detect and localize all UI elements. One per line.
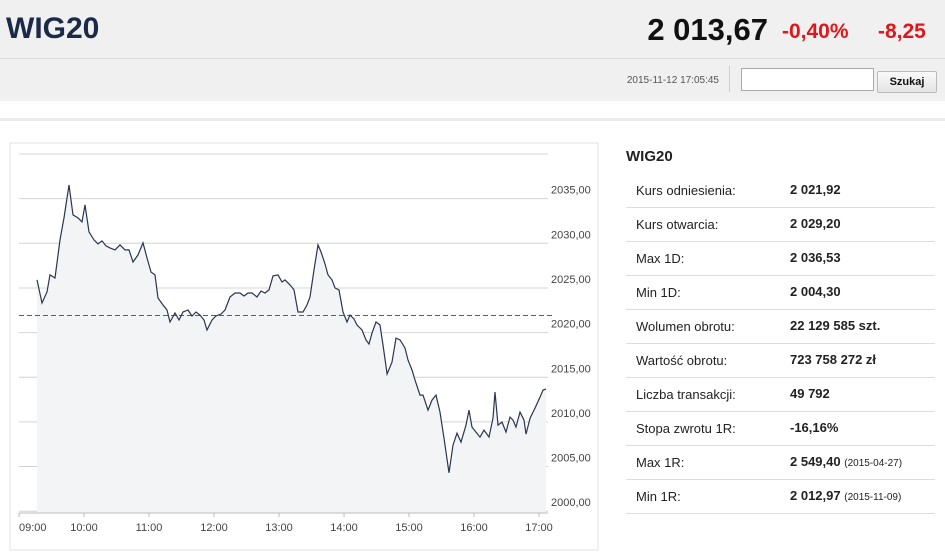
- x-tick-label: 16:00: [460, 522, 488, 534]
- separator: [729, 66, 730, 92]
- stat-note: (2015-04-27): [844, 458, 903, 469]
- stat-label: Max 1R:: [636, 455, 685, 470]
- stat-value: 2 012,97 (2015-11-09): [790, 488, 902, 503]
- price: 2 013,67: [647, 12, 768, 47]
- x-tick-label: 13:00: [265, 522, 293, 534]
- stat-label: Max 1D:: [636, 251, 685, 266]
- x-tick-label: 11:00: [136, 522, 163, 534]
- x-tick-label: 17:00: [525, 522, 553, 534]
- stat-row: Min 1D: 2 004,30: [626, 275, 935, 310]
- divider: [0, 118, 945, 121]
- stat-row: Kurs odniesienia: 2 021,92: [626, 173, 935, 208]
- stat-value: 2 549,40 (2015-04-27): [790, 454, 903, 469]
- stat-label: Min 1D:: [636, 285, 681, 300]
- stat-row: Stopa zwrotu 1R: -16,16%: [626, 411, 935, 446]
- stat-row: Kurs otwarcia: 2 029,20: [626, 207, 935, 242]
- header-bar: [0, 0, 945, 58]
- stat-value: -16,16%: [790, 420, 839, 435]
- price-line: [36, 184, 547, 473]
- stat-row: Wartość obrotu: 723 758 272 zł: [626, 343, 935, 378]
- y-tick-label: 2025,00: [551, 274, 591, 286]
- stat-note: (2015-11-09): [844, 492, 902, 503]
- stat-value: 49 792: [790, 386, 830, 401]
- x-tick-label: 10:00: [70, 522, 98, 534]
- x-tick-label: 09:00: [19, 522, 47, 534]
- timestamp: 2015-11-12 17:05:45: [626, 75, 719, 86]
- stat-label: Min 1R:: [636, 489, 681, 504]
- stat-row: Max 1D: 2 036,53: [626, 241, 935, 276]
- stat-label: Stopa zwrotu 1R:: [636, 421, 736, 436]
- index-title: WIG20: [6, 12, 100, 45]
- chart: 2000,00 2005,00 2010,00 2015,00 2020,00 2025,…: [9, 142, 599, 551]
- stat-value: 723 758 272 zł: [790, 352, 877, 367]
- stat-row: Wolumen obrotu: 22 129 585 szt.: [626, 309, 935, 344]
- search-input[interactable]: [741, 68, 874, 91]
- stat-label: Kurs otwarcia:: [636, 217, 719, 232]
- stat-value: 2 036,53: [790, 250, 841, 265]
- y-tick-label: 2015,00: [551, 363, 591, 375]
- table-title: WIG20: [626, 148, 673, 165]
- change-pct: -0,40%: [782, 20, 849, 43]
- y-tick-label: 2000,00: [551, 497, 591, 509]
- stat-row: Min 1R: 2 012,97 (2015-11-09): [626, 479, 935, 514]
- stat-value: 2 029,20: [790, 216, 841, 231]
- stat-label: Wolumen obrotu:: [636, 319, 735, 334]
- x-tick-label: 15:00: [395, 522, 423, 534]
- y-tick-label: 2035,00: [551, 185, 591, 197]
- x-tick-label: 12:00: [200, 522, 228, 534]
- stat-label: Liczba transakcji:: [636, 387, 736, 402]
- stat-value: 2 021,92: [790, 182, 841, 197]
- stat-row: Max 1R: 2 549,40 (2015-04-27): [626, 445, 935, 480]
- change-abs: -8,25: [878, 20, 926, 43]
- stat-value: 22 129 585 szt.: [790, 318, 881, 333]
- stat-label: Kurs odniesienia:: [636, 183, 736, 198]
- stat-row: Liczba transakcji: 49 792: [626, 377, 935, 412]
- y-tick-label: 2030,00: [551, 229, 591, 241]
- search-button[interactable]: Szukaj: [877, 71, 937, 93]
- stat-label: Wartość obrotu:: [636, 353, 728, 368]
- area: [37, 185, 546, 513]
- y-tick-label: 2020,00: [551, 319, 591, 331]
- x-tick-label: 14:00: [330, 522, 358, 534]
- y-tick-label: 2010,00: [551, 408, 591, 420]
- y-tick-label: 2005,00: [551, 453, 591, 465]
- stat-value: 2 004,30: [790, 284, 841, 299]
- chart-frame: [9, 142, 599, 551]
